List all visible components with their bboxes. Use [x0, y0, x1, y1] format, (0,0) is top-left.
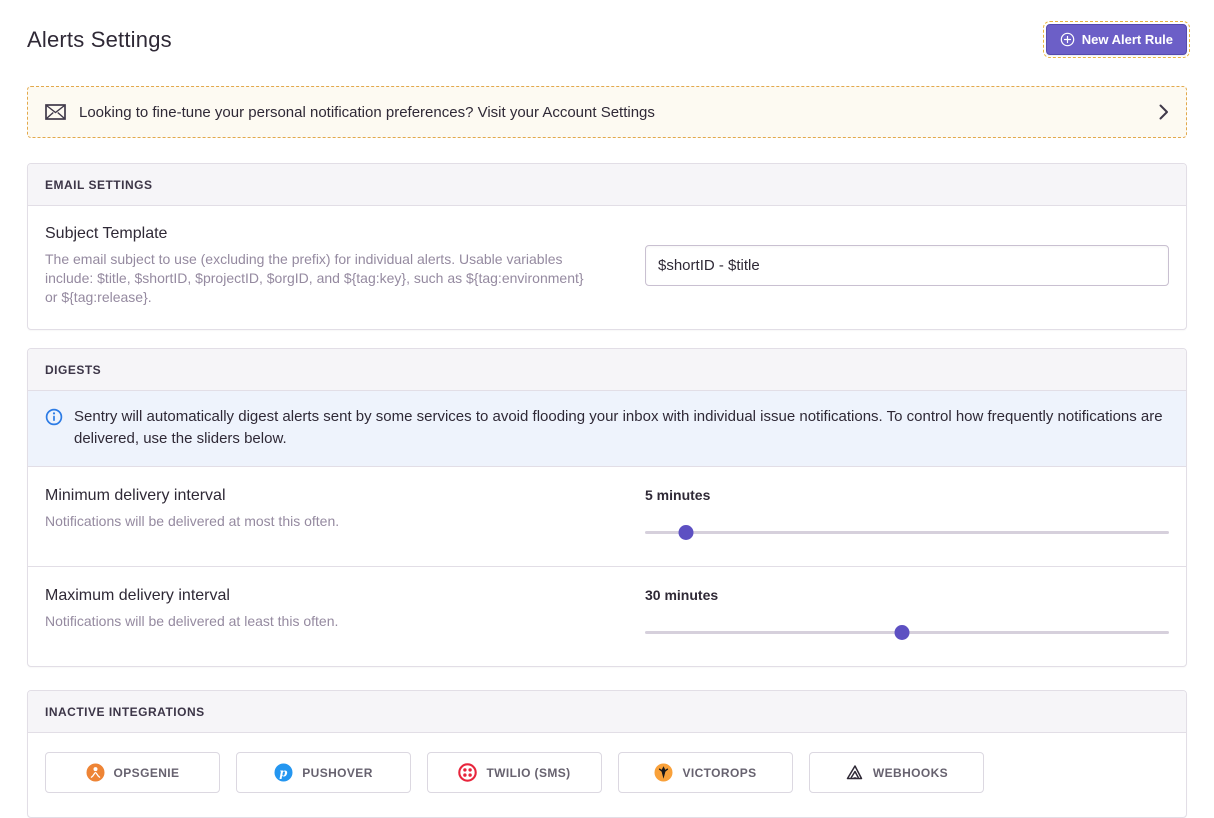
minimum-interval-value: 5 minutes: [645, 487, 711, 503]
digests-info-alert: Sentry will automatically digest alerts …: [28, 391, 1186, 467]
email-settings-panel: EMAIL SETTINGS Subject Template The emai…: [27, 163, 1187, 330]
opsgenie-icon: [86, 763, 105, 782]
webhooks-icon: [845, 763, 864, 782]
digests-panel-header: DIGESTS: [28, 349, 1186, 391]
account-settings-banner[interactable]: Looking to fine-tune your personal notif…: [27, 86, 1187, 138]
integration-pushover-button[interactable]: p PUSHOVER: [236, 752, 411, 793]
integration-opsgenie-button[interactable]: OPSGENIE: [45, 752, 220, 793]
pushover-icon: p: [274, 763, 293, 782]
minimum-delivery-interval-row: Minimum delivery interval Notifications …: [28, 467, 1186, 566]
envelope-icon: [45, 104, 66, 120]
inactive-integrations-panel: INACTIVE INTEGRATIONS OPSGENIE p PUSHOVE…: [27, 690, 1187, 818]
integration-webhooks-button[interactable]: WEBHOOKS: [809, 752, 984, 793]
twilio-icon: [458, 763, 478, 782]
digests-panel: DIGESTS Sentry will automatically digest…: [27, 348, 1187, 667]
minimum-interval-label: Minimum delivery interval: [45, 487, 226, 504]
chevron-right-icon: [1159, 103, 1169, 121]
minimum-interval-help: Notifications will be delivered at most …: [45, 513, 340, 529]
page-header: Alerts Settings New Alert Rule: [27, 0, 1191, 58]
maximum-interval-slider-thumb[interactable]: [894, 625, 910, 640]
banner-text: Looking to fine-tune your personal notif…: [79, 103, 655, 121]
integration-victorops-button[interactable]: VICTOROPS: [618, 752, 793, 793]
victorops-icon: [654, 763, 673, 782]
new-alert-rule-button[interactable]: New Alert Rule: [1042, 21, 1191, 58]
minimum-interval-slider[interactable]: [645, 525, 1169, 540]
page-title: Alerts Settings: [27, 26, 172, 52]
subject-template-row: Subject Template The email subject to us…: [28, 206, 1186, 329]
email-settings-panel-header: EMAIL SETTINGS: [28, 164, 1186, 206]
svg-text:p: p: [279, 766, 287, 780]
subject-template-help: The email subject to use (excluding the …: [45, 251, 584, 305]
slider-track: [645, 531, 1169, 534]
integration-label: VICTOROPS: [682, 765, 757, 780]
digests-info-text: Sentry will automatically digest alerts …: [74, 408, 1163, 447]
subject-template-label: Subject Template: [45, 225, 168, 242]
plus-circle-icon: [1060, 32, 1075, 47]
new-alert-rule-label: New Alert Rule: [1081, 32, 1173, 47]
inactive-integrations-list: OPSGENIE p PUSHOVER TWILIO (SMS) VICTORO…: [28, 733, 1186, 817]
integration-label: PUSHOVER: [302, 765, 373, 780]
maximum-interval-value: 30 minutes: [645, 587, 719, 603]
integration-twilio-sms-button[interactable]: TWILIO (SMS): [427, 752, 602, 793]
integration-label: OPSGENIE: [113, 765, 180, 780]
maximum-interval-label: Maximum delivery interval: [45, 587, 230, 604]
maximum-delivery-interval-row: Maximum delivery interval Notifications …: [28, 566, 1186, 666]
subject-template-input[interactable]: [645, 245, 1169, 286]
maximum-interval-help: Notifications will be delivered at least…: [45, 613, 339, 629]
maximum-interval-slider[interactable]: [645, 625, 1169, 640]
inactive-integrations-panel-header: INACTIVE INTEGRATIONS: [28, 691, 1186, 733]
minimum-interval-slider-thumb[interactable]: [678, 525, 694, 540]
integration-label: WEBHOOKS: [872, 765, 949, 780]
integration-label: TWILIO (SMS): [486, 765, 571, 780]
info-icon: [45, 408, 63, 426]
